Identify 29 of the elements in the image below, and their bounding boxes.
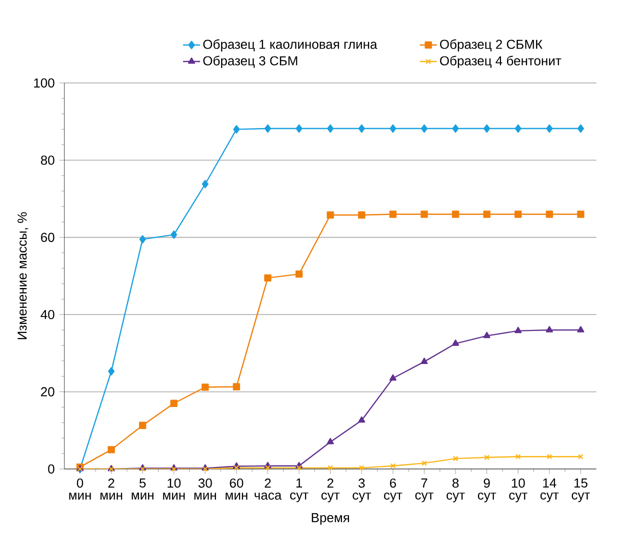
x-tick-label: 30 мин [194,478,216,500]
x-tick-label: 1 сут [290,478,308,502]
y-tick-label: 40 [40,310,54,320]
legend-label: Образец 3 СБМ [203,56,298,68]
x-tick-label: 14 сут [540,478,559,502]
x-tick-label: 10 сут [509,478,528,502]
y-tick-label: 20 [41,387,54,396]
y-tick-label: 100 [34,78,54,88]
legend-label: Образец 1 каолиновая глина [203,39,378,52]
y-tick-label: 0 [48,464,54,474]
x-tick-label: 9 сут [478,478,496,502]
y-tick-label: 80 [40,156,54,165]
x-tick-label: 7 сут [415,478,434,502]
y-axis-title: Изменение массы, % [18,212,28,340]
legend-label: Образец 4 бентонит [440,56,562,68]
x-axis-title: Время [312,513,350,525]
x-tick-label: 6 сут [384,478,402,502]
legend-label: Образец 2 СБМК [440,39,542,52]
x-tick-label: 2 часа [254,478,282,500]
x-tick-label: 8 сут [446,478,465,502]
x-tick-label: 15 сут [572,478,590,502]
x-tick-label: 2 мин [100,478,122,500]
x-tick-label: 0 мин [69,478,91,500]
x-tick-label: 3 сут [352,478,371,502]
x-tick-label: 5 мин [132,478,154,500]
y-tick-label: 60 [41,232,54,242]
x-tick-label: 60 мин [226,478,248,500]
x-tick-label: 2 сут [321,478,340,502]
x-tick-label: 10 мин [163,478,185,500]
